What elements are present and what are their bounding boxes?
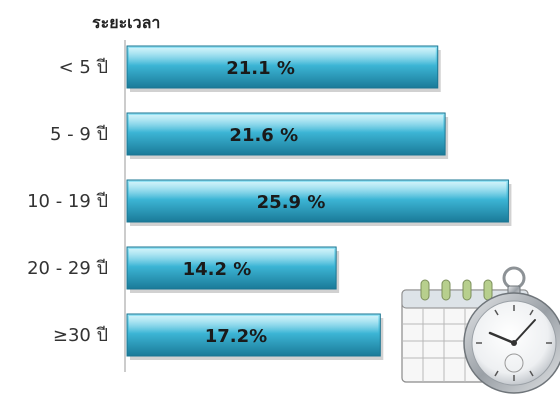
bar-gloss [129, 115, 444, 133]
bar-gloss [129, 249, 335, 267]
category-label: < 5 ปี [59, 57, 108, 78]
bars-group: < 5 ปี 21.1 % 5 - 9 ปี 21.6 % 10 - 19 ปี 25.9… [27, 45, 512, 360]
data-label: 25.9 % [257, 192, 326, 213]
data-label: 21.1 % [226, 58, 295, 79]
pocket-watch-icon [463, 266, 560, 394]
category-label: 5 - 9 ปี [50, 124, 108, 145]
data-label: 21.6 % [229, 125, 298, 146]
category-label: ≥30 ปี [53, 325, 108, 346]
chart-title: ระยะเวลา [92, 13, 160, 32]
data-label: 14.2 % [183, 259, 252, 280]
bar-gloss [129, 182, 507, 200]
data-label: 17.2% [205, 326, 267, 347]
category-label: 10 - 19 ปี [27, 191, 108, 212]
bar-gloss [129, 48, 436, 66]
category-label: 20 - 29 ปี [27, 258, 108, 279]
bar-gloss [129, 316, 379, 334]
